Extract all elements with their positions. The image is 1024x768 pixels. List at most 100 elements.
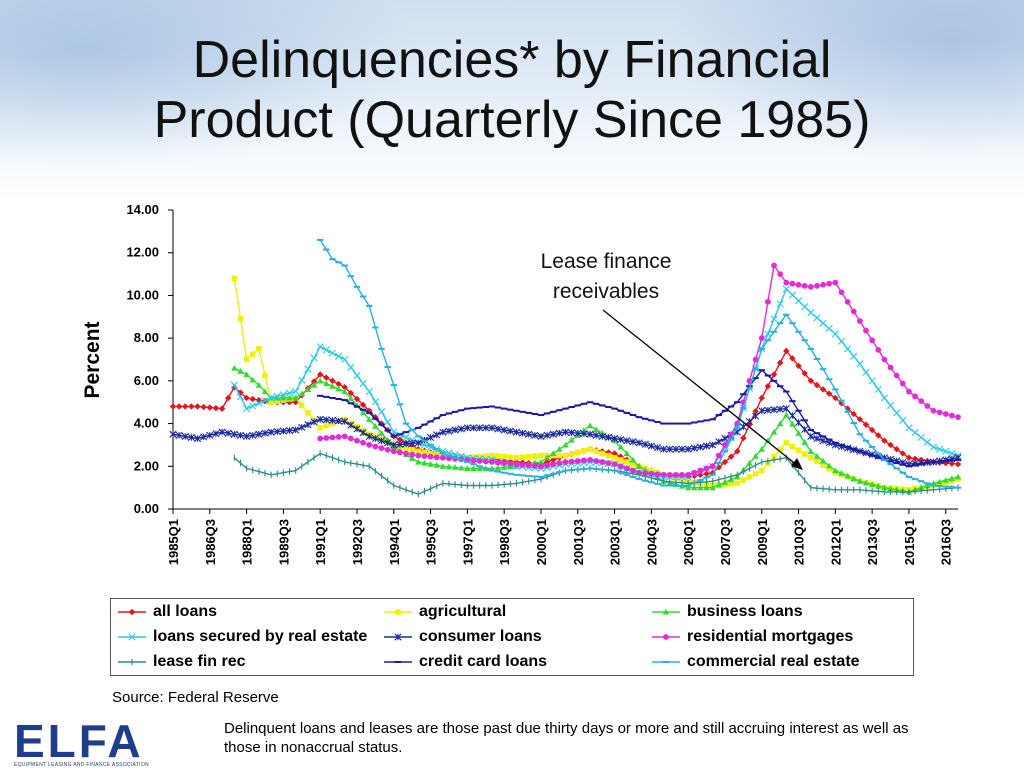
data-point — [856, 360, 864, 368]
y-tick-label: 8.00 — [134, 330, 159, 345]
data-point — [500, 464, 508, 470]
data-point — [494, 464, 502, 471]
data-point — [212, 430, 220, 438]
data-point — [377, 408, 386, 416]
data-point — [893, 372, 900, 379]
data-point — [666, 471, 673, 478]
data-point — [801, 303, 809, 311]
data-point — [261, 388, 269, 395]
data-point — [819, 457, 827, 464]
data-point — [128, 608, 136, 616]
data-point — [316, 377, 324, 384]
data-point — [218, 428, 226, 436]
data-point — [923, 438, 931, 446]
y-tick-label: 0.00 — [134, 501, 159, 516]
data-point — [396, 440, 404, 448]
data-point — [942, 411, 949, 417]
data-point — [568, 458, 575, 465]
data-point — [893, 409, 901, 417]
data-point — [415, 458, 422, 465]
x-tick-label: 2003Q1 — [608, 519, 623, 565]
data-point — [317, 425, 323, 431]
elfa-logo: ELFA EQUIPMENT LEASING AND FINANCE ASSOC… — [14, 718, 149, 768]
data-point — [887, 441, 894, 449]
x-tick-label: 1988Q1 — [240, 519, 255, 565]
data-point — [371, 434, 379, 443]
data-point — [525, 462, 532, 469]
data-point — [538, 452, 544, 459]
data-point — [653, 444, 662, 452]
data-point — [862, 479, 870, 486]
legend-label: loans secured by real estate — [153, 628, 368, 645]
data-point — [605, 460, 612, 466]
data-point — [476, 458, 483, 464]
data-point — [764, 437, 772, 444]
data-point — [850, 352, 858, 360]
data-point — [378, 445, 385, 452]
data-point — [697, 484, 704, 491]
data-point — [394, 633, 402, 641]
data-point — [359, 429, 367, 437]
data-point — [911, 429, 919, 437]
data-point — [403, 445, 409, 451]
data-point — [506, 427, 514, 435]
data-point — [887, 485, 894, 492]
data-point — [899, 380, 906, 387]
data-point — [838, 470, 845, 476]
data-point — [838, 289, 845, 296]
legend-label: credit card loans — [419, 653, 548, 670]
data-point — [556, 452, 563, 459]
data-point — [727, 453, 735, 460]
data-point — [808, 455, 814, 461]
data-point — [194, 403, 201, 410]
data-point — [408, 439, 416, 447]
data-point — [415, 452, 422, 459]
data-point — [592, 431, 600, 439]
data-point — [844, 472, 851, 479]
data-point — [930, 407, 937, 414]
data-point — [745, 417, 754, 426]
data-point — [647, 442, 655, 450]
data-point — [433, 454, 440, 461]
data-point — [562, 459, 569, 465]
annotation-line-1: Lease finance — [541, 250, 672, 273]
data-point — [433, 431, 441, 439]
data-point — [384, 439, 392, 447]
data-point — [568, 429, 576, 437]
data-point — [317, 435, 324, 442]
series-business-loans — [231, 364, 962, 495]
data-point — [175, 403, 183, 410]
data-point — [365, 387, 373, 396]
data-point — [663, 634, 669, 640]
data-point — [794, 297, 803, 305]
data-point — [789, 355, 796, 362]
data-point — [801, 439, 808, 445]
data-point — [323, 435, 330, 441]
data-point — [489, 452, 495, 459]
data-point — [304, 421, 312, 429]
data-point — [243, 371, 250, 378]
data-point — [604, 433, 613, 442]
data-point — [231, 275, 238, 282]
data-point — [347, 421, 355, 429]
data-point — [470, 454, 477, 460]
data-point — [844, 298, 851, 305]
data-point — [709, 463, 716, 470]
data-point — [555, 429, 563, 437]
data-point — [912, 393, 918, 400]
data-point — [789, 420, 796, 427]
data-point — [212, 404, 220, 412]
slide-title: Delinquencies* by Financial Product (Qua… — [0, 30, 1024, 150]
data-point — [807, 308, 815, 317]
data-point — [770, 406, 778, 414]
data-point — [439, 454, 446, 461]
data-point — [733, 428, 741, 436]
data-point — [206, 404, 213, 411]
data-point — [684, 484, 692, 491]
data-point — [556, 460, 563, 466]
data-point — [758, 394, 765, 402]
data-point — [390, 441, 398, 449]
data-point — [341, 417, 349, 426]
data-point — [623, 450, 631, 457]
data-point — [439, 463, 447, 469]
